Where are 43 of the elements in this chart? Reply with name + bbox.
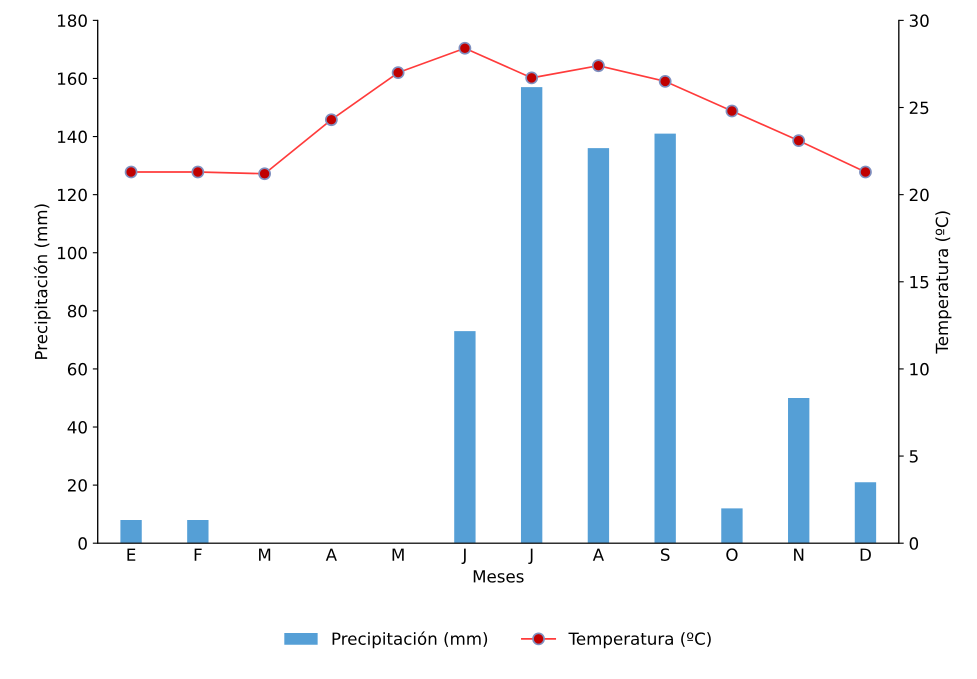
x-tick-label: M [259,548,270,561]
bar [588,148,610,544]
y-tick-label: 20 [68,479,87,492]
y-tick-label: 140 [58,130,87,144]
y-axis-title: Precipitación (mm) [34,204,51,359]
y2-tick-label: 5 [910,450,918,463]
bar [120,520,142,544]
x-tick-label: J [528,548,532,564]
y-tick-label: 160 [58,72,87,86]
x-tick-label: E [127,548,136,561]
x-tick-label: O [726,548,738,561]
bar [721,508,743,544]
y-tick-label: 0 [78,537,87,550]
y-tick-label: 40 [68,420,87,434]
bar [520,87,542,544]
y2-tick-label: 10 [910,362,929,376]
y-tick-label: 60 [68,362,87,376]
y-tick-label: 180 [58,14,87,27]
x-tick-label: A [592,548,604,561]
x-tick-label: N [794,548,804,561]
y2-axis-title: Temperatura (ºC) [935,211,952,354]
x-tick-label: F [194,548,202,561]
bar [454,331,476,544]
x-tick-label: J [462,548,466,564]
x-axis-title: Meses [474,570,524,583]
legend-label: Temperatura (ºC) [568,632,711,648]
bar [654,134,676,544]
bar [854,482,876,544]
bar [187,520,209,544]
legend-label: Precipitación (mm) [332,631,488,648]
y2-tick-label: 0 [910,537,918,550]
y2-tick-label: 15 [910,276,928,288]
y2-tick-label: 25 [910,101,928,114]
y2-tick-label: 20 [910,188,929,202]
x-tick-label: D [860,548,871,561]
bar [788,398,810,544]
y-tick-label: 80 [68,304,87,318]
x-tick-label: M [392,548,404,561]
x-tick-label: S [660,548,670,561]
y-tick-label: 120 [58,188,87,202]
y-tick-label: 100 [58,246,87,260]
x-tick-label: A [326,548,337,561]
y2-tick-label: 30 [910,14,929,27]
